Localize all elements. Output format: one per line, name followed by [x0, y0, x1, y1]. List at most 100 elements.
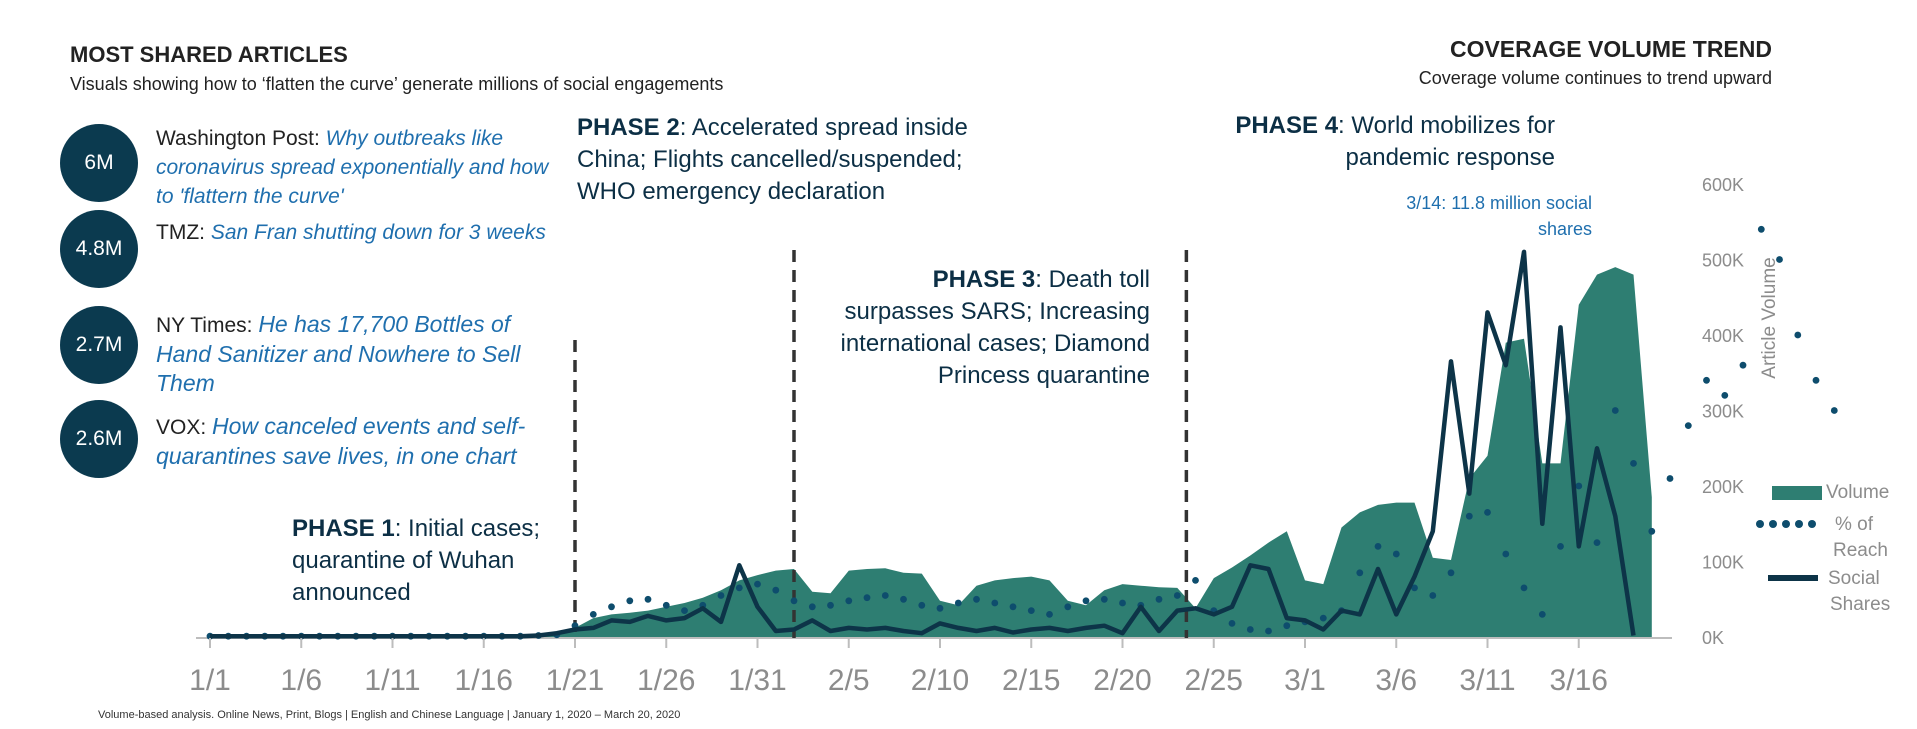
y-tick-label: 400K [1702, 326, 1744, 346]
reach-point [1228, 620, 1236, 627]
reach-point [735, 584, 743, 592]
article-outlet: Washington Post: [156, 127, 326, 150]
x-tick-label: 1/11 [364, 664, 420, 697]
reach-point [1374, 543, 1382, 550]
x-tick-label: 2/10 [911, 664, 969, 697]
article-text: VOX: How canceled events and self-quaran… [156, 412, 566, 471]
reach-point [1684, 422, 1692, 429]
article-text: Washington Post: Why outbreaks like coro… [156, 124, 566, 211]
phase-3-annotation: PHASE 3: Death toll surpasses SARS; Incr… [840, 264, 1150, 392]
share-count-badge: 2.6M [60, 400, 138, 478]
article-text: NY Times: He has 17,700 Bottles of Hand … [156, 310, 566, 398]
x-tick-label: 1/31 [728, 664, 786, 697]
x-tick-label: 3/11 [1459, 664, 1515, 697]
phase-label: PHASE 4 [1235, 112, 1339, 139]
phase-text: : World mobilizes for pandemic response [1338, 112, 1555, 171]
y-tick-label: 300K [1702, 402, 1744, 422]
x-tick-label: 2/5 [828, 664, 870, 697]
reach-point [900, 595, 907, 603]
reach-point [1630, 460, 1637, 467]
reach-point [754, 580, 761, 588]
x-tick-label: 1/21 [546, 664, 604, 697]
reach-point [1064, 603, 1072, 611]
chart-title: COVERAGE VOLUME TREND [1449, 36, 1772, 62]
reach-point [1484, 509, 1491, 516]
x-tick-label: 1/26 [637, 664, 695, 697]
legend-volume-swatch [1772, 486, 1822, 500]
reach-point [1411, 584, 1418, 592]
article-outlet: TMZ: [156, 221, 211, 244]
reach-point [1575, 482, 1583, 490]
share-count-badge: 6M [60, 124, 138, 202]
reach-point [881, 592, 889, 599]
reach-point [626, 597, 634, 605]
chart-subtitle: Coverage volume continues to trend upwar… [1418, 68, 1772, 88]
reach-point [1557, 543, 1564, 550]
phase-text: : Death toll surpasses SARS; Increasing … [840, 266, 1150, 389]
reach-point [1265, 627, 1272, 635]
reach-point [991, 599, 999, 607]
reach-point [1283, 622, 1291, 630]
reach-point [1776, 256, 1783, 263]
y-tick-label: 100K [1702, 553, 1744, 573]
phase-text: : Initial cases; quarantine of Wuhan ann… [292, 515, 541, 606]
reach-point [1538, 611, 1546, 618]
x-tick-label: 2/15 [1002, 664, 1060, 697]
reach-point [1447, 569, 1455, 577]
reach-point [808, 603, 816, 611]
reach-point [772, 586, 780, 594]
reach-point [1192, 577, 1199, 584]
y-tick-label: 500K [1702, 251, 1744, 271]
volume-area [210, 267, 1652, 637]
peak-callout: 3/14: 11.8 million social shares [1406, 193, 1592, 239]
reach-point [936, 604, 944, 612]
x-tick-label: 3/1 [1284, 664, 1326, 697]
reach-point [1648, 527, 1656, 535]
legend-reach-line2: Reach [1833, 540, 1888, 561]
reach-point [954, 599, 962, 607]
reach-point [1356, 569, 1364, 577]
article-headline[interactable]: He has 17,700 Bottles of Hand Sanitizer … [156, 311, 521, 396]
reach-point [1046, 611, 1053, 618]
reach-point [1757, 225, 1765, 233]
reach-point [1611, 407, 1619, 414]
social-shares-line [210, 249, 1636, 639]
reach-point [1520, 584, 1528, 592]
reach-point [827, 601, 834, 609]
most-shared-subtitle: Visuals showing how to ‘flatten the curv… [70, 74, 724, 94]
phase-label: PHASE 2 [577, 114, 680, 141]
reach-point [1009, 603, 1017, 611]
x-tick-label: 2/20 [1093, 664, 1151, 697]
reach-point [1703, 376, 1710, 384]
reach-point [918, 601, 926, 609]
phase-4-annotation: PHASE 4: World mobilizes for pandemic re… [1220, 110, 1555, 174]
article-headline[interactable]: How canceled events and self-quarantines… [156, 413, 526, 469]
legend-volume-label: Volume [1826, 482, 1889, 503]
article-headline[interactable]: San Fran shutting down for 3 weeks [210, 221, 546, 244]
share-count-badge: 4.8M [60, 210, 138, 288]
phase-label: PHASE 1 [292, 515, 395, 542]
reach-point [1593, 539, 1601, 546]
reach-point [1119, 599, 1126, 607]
legend-reach-dot [1756, 520, 1764, 528]
reach-point [644, 595, 652, 603]
reach-point [1173, 592, 1181, 599]
legend-shares-line2: Shares [1830, 594, 1890, 615]
phase-1-annotation: PHASE 1: Initial cases; quarantine of Wu… [292, 513, 562, 609]
legend-reach-dot [1782, 520, 1790, 528]
y-tick-label: 200K [1702, 477, 1744, 497]
x-tick-label: 1/16 [455, 664, 513, 697]
reach-point [681, 607, 688, 614]
phase-text: : Accelerated spread inside China; Fligh… [577, 114, 968, 205]
reach-point [589, 611, 597, 618]
legend-reach-dot [1795, 520, 1803, 528]
reach-point [1465, 512, 1473, 520]
reach-point [1812, 376, 1820, 384]
reach-point [845, 597, 853, 605]
footnote: Volume-based analysis. Online News, Prin… [98, 709, 681, 721]
phase-2-annotation: PHASE 2: Accelerated spread inside China… [577, 112, 997, 208]
article-headline[interactable]: Why outbreaks like coronavirus spread ex… [156, 127, 549, 208]
reach-point [1830, 407, 1838, 414]
reach-point [1739, 361, 1747, 369]
reach-point [1082, 597, 1090, 605]
